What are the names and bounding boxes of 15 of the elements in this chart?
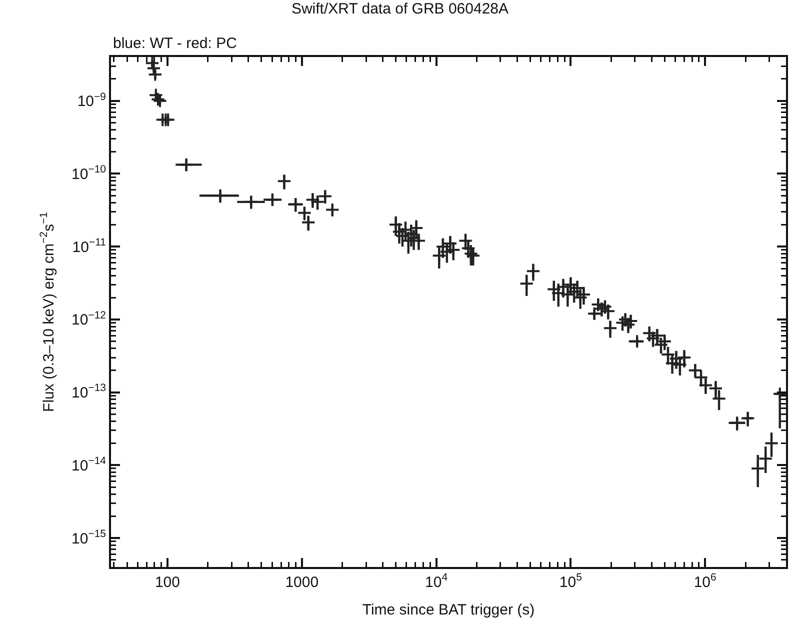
y-tick-label: 10$^{−12}$ — [72, 309, 106, 329]
x-tick-label: 100 — [154, 574, 180, 591]
y-tick-label: 10$^{−9}$ — [77, 90, 106, 110]
y-tick-label: 10$^{−15}$ — [72, 528, 106, 548]
y-tick-label: 10$^{−10}$ — [72, 164, 106, 183]
chart-subtitle: blue: WT - red: PC — [113, 35, 238, 52]
chart-title: Swift/XRT data of GRB 060428A — [291, 0, 509, 18]
y-tick-label: 10$^{−13}$ — [72, 382, 106, 402]
x-tick-label: 10$^{4}$ — [425, 572, 448, 591]
y-tick-label: 10$^{−11}$ — [72, 236, 106, 256]
x-tick-label: 10$^{6}$ — [694, 572, 716, 591]
x-tick-label: 1000 — [285, 574, 319, 591]
x-axis-title: Time since BAT trigger (s) — [362, 602, 535, 618]
x-tick-label: 10$^{5}$ — [559, 572, 582, 591]
y-tick-label: 10$^{−14}$ — [72, 455, 106, 474]
